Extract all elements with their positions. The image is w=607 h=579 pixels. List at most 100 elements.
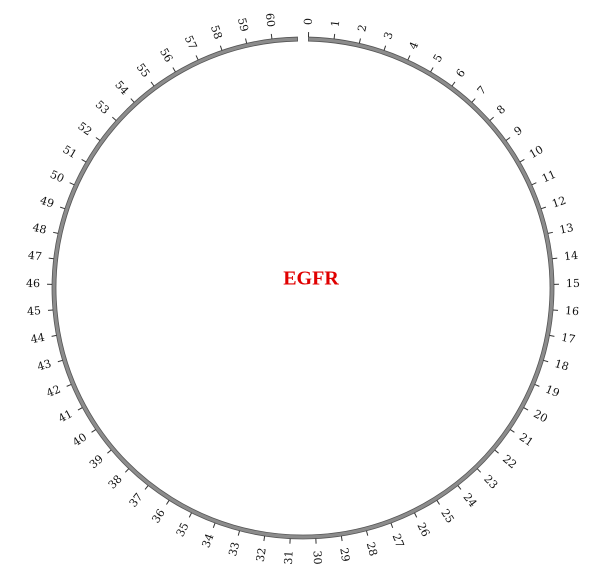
- tick-label-13: 13: [558, 221, 574, 237]
- tick-mark-47: [48, 257, 54, 260]
- tick-mark-11: [531, 182, 537, 186]
- tick-mark-1: [333, 33, 336, 39]
- tick-label-25: 25: [438, 507, 456, 526]
- tick-mark-5: [430, 67, 434, 73]
- tick-label-31: 31: [282, 550, 296, 565]
- tick-label-27: 27: [390, 532, 407, 550]
- tick-mark-52: [95, 137, 101, 141]
- tick-label-26: 26: [414, 521, 432, 539]
- tick-mark-57: [195, 55, 199, 61]
- tick-label-10: 10: [527, 143, 546, 161]
- tick-mark-53: [112, 116, 117, 121]
- tick-label-35: 35: [174, 521, 192, 539]
- tick-label-0: 0: [302, 18, 315, 25]
- tick-label-52: 52: [75, 120, 94, 139]
- tick-label-22: 22: [500, 452, 519, 471]
- tick-label-5: 5: [431, 52, 446, 65]
- tick-mark-13: [547, 231, 553, 234]
- tick-label-24: 24: [461, 491, 480, 510]
- tick-label-55: 55: [134, 61, 153, 80]
- tick-label-54: 54: [112, 78, 131, 97]
- tick-mark-8: [489, 116, 494, 121]
- tick-label-23: 23: [481, 472, 500, 491]
- tick-mark-28: [366, 530, 369, 536]
- tick-label-58: 58: [208, 24, 225, 41]
- tick-mark-27: [390, 522, 394, 528]
- tick-mark-44: [51, 334, 57, 337]
- tick-mark-38: [124, 468, 130, 473]
- tick-label-42: 42: [45, 383, 63, 400]
- tick-mark-50: [69, 182, 75, 186]
- tick-label-50: 50: [48, 168, 66, 186]
- tick-mark-19: [534, 384, 540, 387]
- tick-mark-10: [519, 159, 525, 163]
- tick-label-20: 20: [531, 407, 550, 425]
- tick-mark-58: [219, 45, 223, 51]
- tick-mark-60: [270, 33, 273, 39]
- tick-label-11: 11: [540, 168, 558, 186]
- tick-mark-2: [358, 38, 361, 44]
- tick-label-39: 39: [87, 452, 106, 471]
- tick-mark-3: [383, 45, 387, 51]
- tick-mark-24: [457, 485, 462, 490]
- tick-mark-33: [237, 530, 240, 536]
- tick-mark-39: [107, 449, 112, 454]
- tick-label-32: 32: [254, 547, 269, 563]
- tick-mark-18: [543, 359, 549, 363]
- tick-label-40: 40: [70, 431, 89, 450]
- tick-label-53: 53: [93, 98, 112, 117]
- tick-label-46: 46: [26, 277, 40, 290]
- tick-mark-55: [150, 81, 155, 87]
- tick-label-8: 8: [494, 103, 508, 117]
- tick-label-47: 47: [27, 249, 42, 264]
- tick-label-36: 36: [149, 507, 167, 526]
- center-title: EGFR: [283, 268, 339, 290]
- tick-label-30: 30: [310, 550, 324, 565]
- tick-label-60: 60: [263, 12, 278, 28]
- tick-mark-9: [505, 137, 511, 141]
- tick-mark-32: [263, 535, 266, 542]
- tick-mark-37: [144, 485, 149, 490]
- tick-mark-25: [436, 500, 440, 505]
- tick-mark-35: [188, 512, 192, 518]
- tick-label-14: 14: [563, 249, 578, 264]
- tick-mark-34: [212, 522, 216, 528]
- tick-label-12: 12: [550, 194, 567, 211]
- tick-mark-54: [130, 98, 135, 103]
- tick-mark-14: [552, 257, 558, 260]
- tick-mark-21: [510, 429, 515, 433]
- tick-label-15: 15: [566, 277, 580, 290]
- tick-label-48: 48: [31, 221, 47, 237]
- tick-label-33: 33: [226, 541, 242, 558]
- tick-label-44: 44: [30, 331, 46, 346]
- tick-label-3: 3: [381, 30, 396, 41]
- tick-mark-7: [471, 98, 476, 103]
- tick-mark-4: [407, 55, 411, 61]
- tick-label-19: 19: [543, 383, 561, 400]
- tick-label-29: 29: [337, 547, 352, 563]
- tick-mark-22: [494, 449, 499, 454]
- tick-mark-43: [57, 359, 63, 363]
- tick-label-18: 18: [553, 357, 570, 373]
- tick-mark-42: [66, 384, 72, 387]
- tick-label-56: 56: [157, 46, 175, 65]
- tick-label-59: 59: [235, 16, 251, 33]
- tick-label-38: 38: [106, 472, 125, 491]
- tick-label-51: 51: [60, 143, 79, 161]
- tick-label-21: 21: [517, 431, 536, 450]
- tick-label-57: 57: [182, 33, 200, 51]
- tick-mark-20: [523, 407, 529, 411]
- tick-mark-6: [451, 81, 456, 87]
- tick-mark-40: [91, 429, 96, 433]
- tick-label-37: 37: [127, 491, 146, 510]
- track-ring: [51, 36, 555, 540]
- tick-label-17: 17: [560, 331, 576, 346]
- tick-label-16: 16: [564, 304, 579, 318]
- tick-mark-26: [414, 512, 418, 518]
- track-layer: [51, 36, 555, 540]
- tick-mark-17: [549, 334, 555, 337]
- tick-mark-41: [77, 407, 83, 411]
- tick-label-45: 45: [26, 304, 41, 318]
- tick-label-1: 1: [329, 19, 343, 28]
